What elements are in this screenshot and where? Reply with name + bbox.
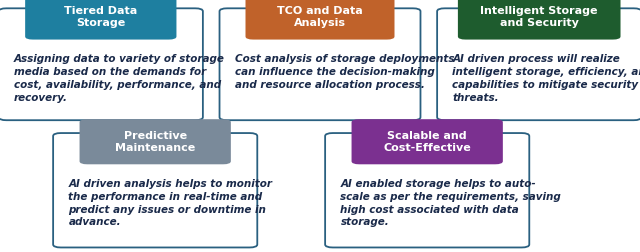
FancyBboxPatch shape — [53, 133, 257, 247]
Text: AI driven analysis helps to monitor
the performance in real-time and
predict any: AI driven analysis helps to monitor the … — [68, 179, 273, 227]
FancyBboxPatch shape — [351, 119, 503, 164]
Text: AI enabled storage helps to auto-
scale as per the requirements, saving
high cos: AI enabled storage helps to auto- scale … — [340, 179, 561, 227]
Text: TCO and Data
Analysis: TCO and Data Analysis — [277, 6, 363, 28]
Text: Assigning data to variety of storage
media based on the demands for
cost, availa: Assigning data to variety of storage med… — [14, 54, 225, 103]
Text: AI driven process will realize
intelligent storage, efficiency, and
capabilities: AI driven process will realize intellige… — [452, 54, 640, 103]
Text: Intelligent Storage
and Security: Intelligent Storage and Security — [481, 6, 598, 28]
FancyBboxPatch shape — [437, 8, 640, 120]
FancyBboxPatch shape — [25, 0, 177, 40]
FancyBboxPatch shape — [0, 8, 203, 120]
Text: Cost analysis of storage deployments
can influence the decision-making
and resou: Cost analysis of storage deployments can… — [235, 54, 454, 90]
FancyBboxPatch shape — [246, 0, 394, 40]
Text: Predictive
Maintenance: Predictive Maintenance — [115, 131, 195, 153]
FancyBboxPatch shape — [458, 0, 621, 40]
Text: Scalable and
Cost-Effective: Scalable and Cost-Effective — [383, 131, 471, 153]
FancyBboxPatch shape — [325, 133, 529, 247]
Text: Tiered Data
Storage: Tiered Data Storage — [64, 6, 138, 28]
FancyBboxPatch shape — [220, 8, 420, 120]
FancyBboxPatch shape — [79, 119, 231, 164]
